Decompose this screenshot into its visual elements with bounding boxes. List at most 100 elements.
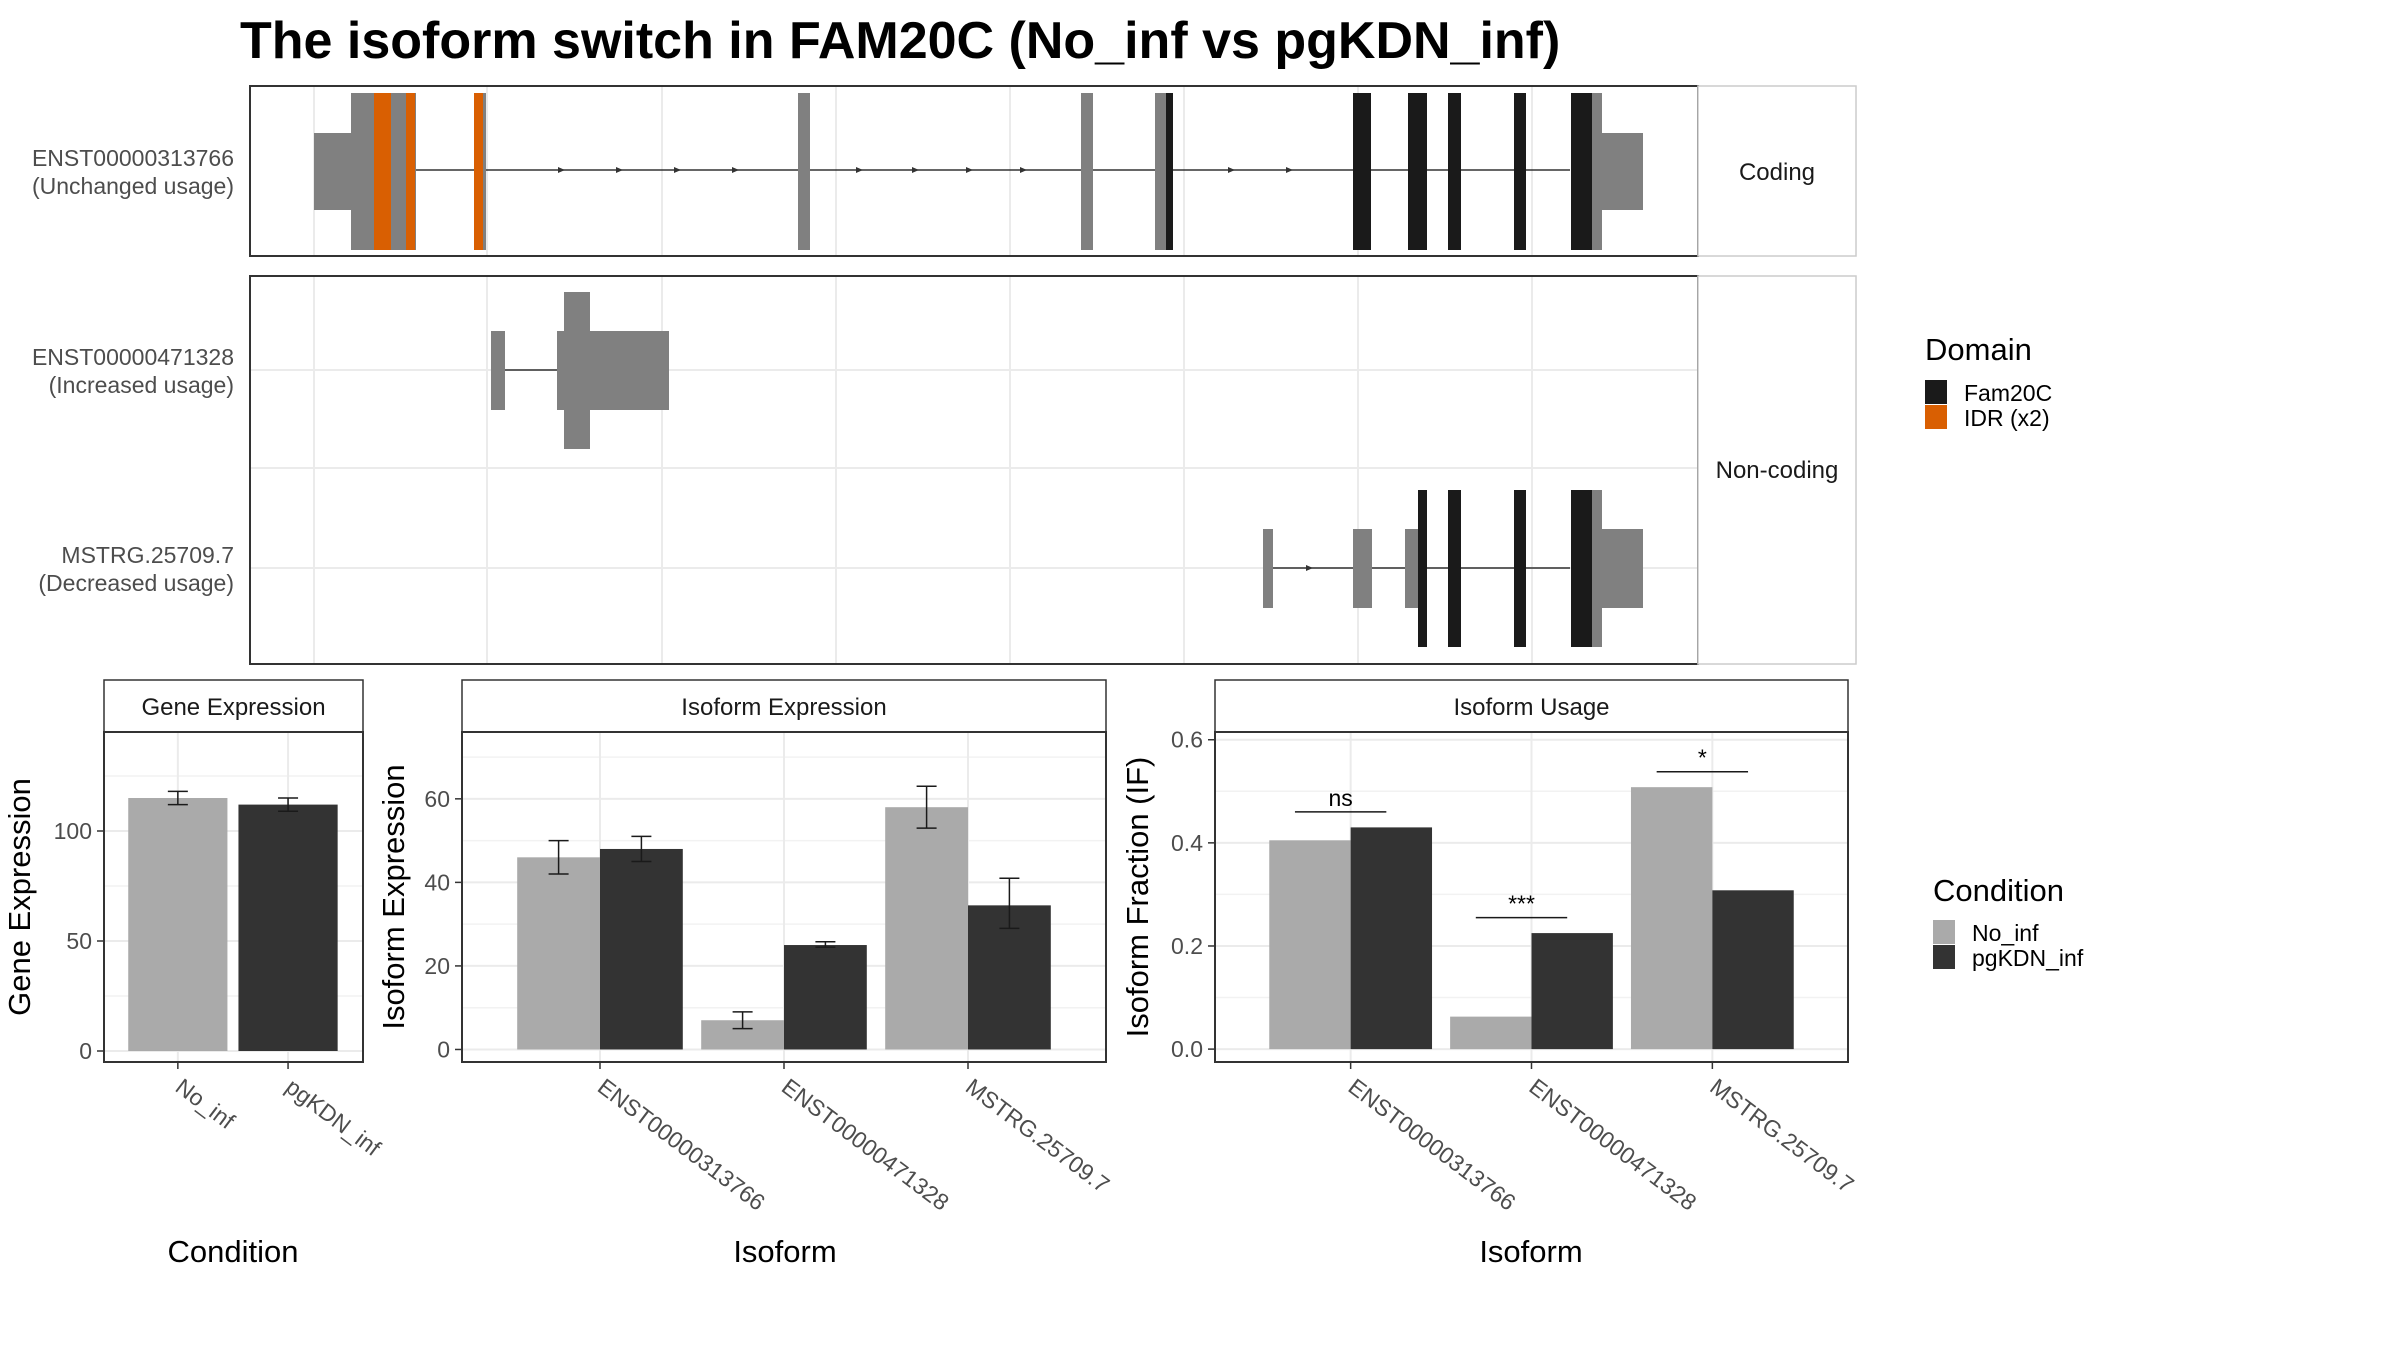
utr-exon bbox=[314, 133, 352, 210]
legend-key-no-inf bbox=[1933, 920, 1955, 944]
y-tick-label: 0 bbox=[437, 1036, 450, 1062]
bar-pgkdn-inf bbox=[968, 905, 1051, 1050]
transcript-model-enst00000313766 bbox=[314, 93, 1643, 250]
fam20c-domain bbox=[1353, 93, 1371, 250]
significance-label: ns bbox=[1328, 785, 1352, 811]
x-tick-label: ENST00000313766 bbox=[1344, 1073, 1521, 1215]
plot-border bbox=[103, 731, 364, 1063]
coding-strip bbox=[1697, 85, 1857, 257]
y-tick-label: 50 bbox=[66, 928, 92, 954]
x-tick-label: No_inf bbox=[171, 1073, 240, 1134]
fam20c-domain bbox=[1514, 490, 1526, 647]
fam20c-domain bbox=[1514, 93, 1526, 250]
chart-strip bbox=[103, 679, 364, 733]
fam20c-domain bbox=[1408, 93, 1427, 250]
chart-title: Gene Expression bbox=[141, 694, 325, 721]
y-axis-title: Isoform Fraction (IF) bbox=[1120, 757, 1155, 1038]
transcript-id-label: ENST00000471328 bbox=[32, 344, 234, 370]
y-axis-title: Isoform Expression bbox=[376, 764, 411, 1029]
fam20c-domain bbox=[1571, 93, 1592, 250]
cds-exon bbox=[1592, 93, 1602, 250]
isoform-usage-chart: Isoform Usage0.00.20.40.6ns****ENST00000… bbox=[1120, 679, 1859, 1269]
fam20c-domain bbox=[1448, 490, 1461, 647]
x-tick-label: pgKDN_inf bbox=[281, 1073, 386, 1161]
cds-exon bbox=[1592, 490, 1602, 647]
legend-key-pgkdn-inf bbox=[1933, 945, 1955, 969]
transcript-model-enst00000471328 bbox=[491, 292, 669, 449]
idr-domain bbox=[406, 93, 415, 250]
condition-legend-title: Condition bbox=[1933, 873, 2064, 908]
bar-no-inf bbox=[517, 857, 600, 1050]
x-tick-label: ENST00000471328 bbox=[777, 1073, 954, 1215]
legend-key-idr bbox=[1925, 405, 1947, 429]
bar-no-inf bbox=[1630, 787, 1713, 1050]
gene-expression-chart: Gene Expression 0 50 100 No_inf pgKDN_inf Cond… bbox=[2, 679, 386, 1269]
noncoding-strip-label: Non-coding bbox=[1716, 457, 1839, 484]
coding-strip-label: Coding bbox=[1739, 159, 1815, 186]
utr-exon bbox=[1263, 529, 1273, 608]
transcript-structure-panel: Coding Non-coding ENST00000313766 (Uncha… bbox=[32, 85, 1857, 665]
fam20c-domain bbox=[1571, 490, 1592, 647]
x-axis-title: Isoform bbox=[1479, 1234, 1582, 1269]
transcript-id-label: MSTRG.25709.7 bbox=[61, 542, 234, 568]
y-tick-label: 0 bbox=[79, 1038, 92, 1064]
cds-exon bbox=[798, 93, 810, 250]
noncoding-panel bbox=[249, 275, 1699, 665]
y-tick-label: 20 bbox=[424, 953, 450, 979]
bar-no-inf bbox=[885, 807, 968, 1050]
utr-exon bbox=[1405, 529, 1419, 608]
strand-arrows bbox=[558, 167, 1293, 173]
y-tick-label: 0.2 bbox=[1171, 933, 1203, 959]
x-tick-label: MSTRG.25709.7 bbox=[961, 1073, 1114, 1198]
bar-pgkdn-inf bbox=[1531, 933, 1613, 1050]
x-tick-label: ENST00000471328 bbox=[1524, 1073, 1701, 1215]
x-axis-title: Isoform bbox=[733, 1234, 836, 1269]
transcript-model-mstrg25709-7 bbox=[1263, 490, 1643, 647]
bar-pgkdn-inf bbox=[238, 804, 338, 1051]
y-tick-label: 0.0 bbox=[1171, 1036, 1203, 1062]
utr-exon bbox=[1601, 133, 1643, 210]
y-tick-label: 60 bbox=[424, 786, 450, 812]
bar-pgkdn-inf bbox=[1712, 890, 1794, 1050]
transcript-id-label: ENST00000313766 bbox=[32, 145, 234, 171]
noncoding-strip bbox=[1697, 275, 1857, 665]
idr-domain bbox=[474, 93, 483, 250]
fam20c-domain bbox=[1448, 93, 1461, 250]
idr-domain bbox=[374, 93, 391, 250]
cds-exon bbox=[564, 292, 590, 449]
chart-strip bbox=[1214, 679, 1849, 733]
utr-exon bbox=[1601, 529, 1643, 608]
y-tick-label: 0.6 bbox=[1171, 727, 1203, 753]
figure-title: The isoform switch in FAM20C (No_inf vs … bbox=[240, 12, 1560, 70]
x-axis-title: Condition bbox=[168, 1234, 299, 1269]
x-tick-label: ENST00000313766 bbox=[593, 1073, 770, 1215]
x-tick-label: MSTRG.25709.7 bbox=[1705, 1073, 1858, 1198]
transcript-usage-label: (Decreased usage) bbox=[38, 570, 234, 596]
bar-no-inf bbox=[128, 798, 228, 1051]
strand-arrow bbox=[1306, 565, 1313, 571]
legend-label-idr: IDR (x2) bbox=[1964, 405, 2050, 431]
y-tick-label: 100 bbox=[54, 818, 92, 844]
significance-label: *** bbox=[1508, 891, 1535, 917]
legend-label-no-inf: No_inf bbox=[1972, 920, 2039, 946]
y-tick-label: 40 bbox=[424, 869, 450, 895]
y-tick-label: 0.4 bbox=[1171, 830, 1203, 856]
utr-exon bbox=[1353, 529, 1372, 608]
transcript-usage-label: (Unchanged usage) bbox=[32, 173, 234, 199]
y-axis-title: Gene Expression bbox=[2, 778, 37, 1016]
cds-exon bbox=[1081, 93, 1093, 250]
domain-legend-title: Domain bbox=[1925, 332, 2032, 367]
chart-strip bbox=[461, 679, 1107, 733]
isoform-expression-chart: Isoform Expression 0 20 40 60 ENST00000313766… bbox=[376, 679, 1114, 1269]
significance-label: * bbox=[1698, 745, 1707, 771]
condition-legend: Condition No_inf pgKDN_inf bbox=[1933, 873, 2084, 971]
transcript-usage-label: (Increased usage) bbox=[49, 372, 234, 398]
legend-key-fam20c bbox=[1925, 380, 1947, 404]
fam20c-domain bbox=[1166, 93, 1173, 250]
cds-exon bbox=[1155, 93, 1167, 250]
fam20c-domain bbox=[1418, 490, 1427, 647]
utr-exon bbox=[491, 331, 505, 410]
bar-pgkdn-inf bbox=[784, 945, 867, 1050]
coding-panel bbox=[249, 85, 1699, 257]
bar-pgkdn-inf bbox=[1350, 827, 1433, 1050]
